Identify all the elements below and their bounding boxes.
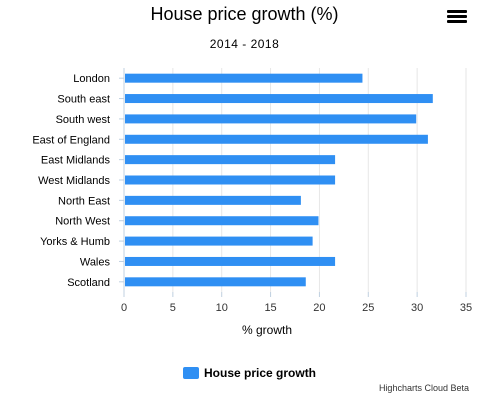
x-tick-label: 35	[460, 302, 472, 314]
bar	[125, 114, 417, 124]
x-tick-label: 10	[216, 302, 228, 314]
hamburger-menu-icon[interactable]	[447, 10, 467, 26]
y-tick-label: East of England	[32, 134, 110, 146]
legend-swatch	[183, 367, 199, 379]
y-tick-label: Scotland	[67, 277, 110, 289]
chart-title: House price growth (%)	[150, 4, 339, 24]
bar	[125, 277, 306, 287]
bar	[125, 94, 433, 104]
x-tick-label: 25	[362, 302, 374, 314]
y-tick-label: West Midlands	[38, 175, 110, 187]
y-tick-label: Yorks & Humb	[40, 236, 110, 248]
y-tick-label: North East	[58, 195, 110, 207]
x-tick-label: 5	[170, 302, 176, 314]
bar	[125, 195, 301, 205]
y-tick-label: South east	[57, 94, 110, 106]
bar	[125, 256, 336, 266]
legend-label: House price growth	[204, 366, 317, 380]
bar	[125, 175, 336, 185]
legend-item[interactable]: House price growth	[183, 366, 316, 380]
bar	[125, 155, 336, 165]
y-tick-label: South west	[56, 114, 110, 126]
x-axis-title: % growth	[242, 323, 292, 337]
x-tick-label: 15	[264, 302, 276, 314]
bar	[125, 236, 313, 246]
chart-subtitle: 2014 - 2018	[209, 37, 280, 51]
bar	[125, 134, 428, 144]
bar	[125, 216, 319, 226]
x-tick-label: 30	[411, 302, 423, 314]
bar	[125, 73, 363, 83]
credits-link[interactable]: Highcharts Cloud Beta	[378, 383, 469, 393]
y-tick-label: London	[73, 73, 110, 85]
y-tick-label: Wales	[80, 256, 111, 268]
x-tick-label: 0	[121, 302, 127, 314]
y-tick-label: North West	[55, 216, 110, 228]
x-tick-label: 20	[313, 302, 325, 314]
y-tick-label: East Midlands	[41, 155, 111, 167]
